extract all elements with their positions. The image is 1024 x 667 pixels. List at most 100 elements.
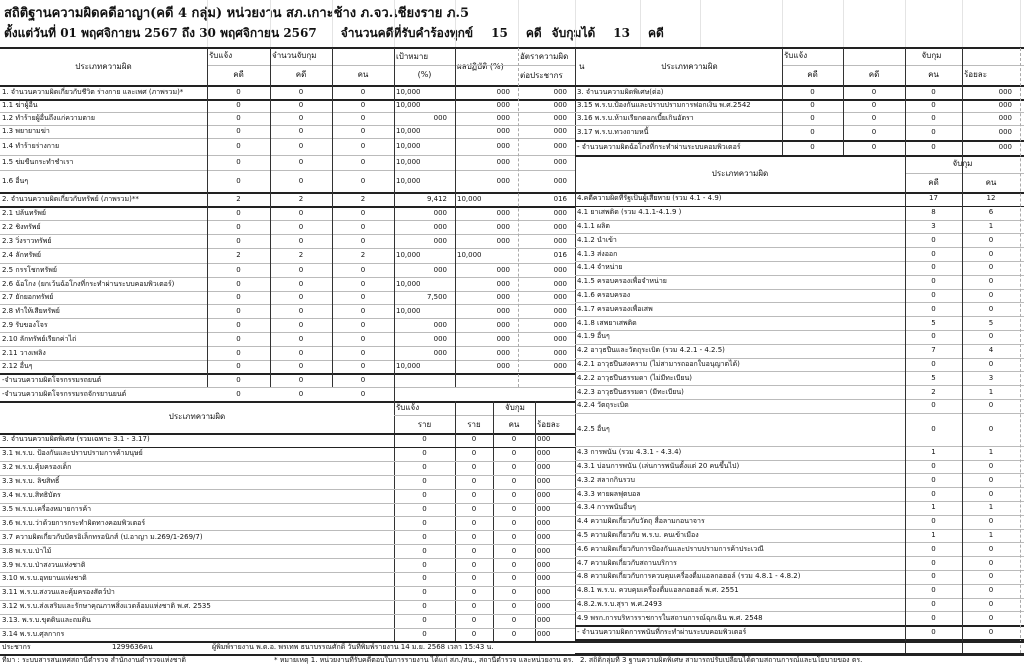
table-cell: 0 bbox=[810, 101, 815, 109]
column-divider bbox=[455, 401, 456, 641]
header-person: คน bbox=[357, 70, 369, 79]
row-divider bbox=[0, 112, 575, 113]
table-cell: 0 bbox=[931, 517, 936, 526]
table-cell: 1 bbox=[931, 530, 936, 539]
crime-type-label: 3.14 พ.ร.บ.ศุลกากร bbox=[2, 630, 65, 639]
table-cell: 1 bbox=[931, 503, 936, 512]
table-cell: 000 bbox=[537, 574, 551, 583]
table-cell: 000 bbox=[553, 279, 567, 288]
row-divider bbox=[0, 85, 575, 87]
crime-type-label: 3.10 พ.ร.บ.อุทยานแห่งชาติ bbox=[2, 574, 87, 583]
crime-type-label: 3.17 พ.ร.บ.ทวงถามหนี้ bbox=[577, 128, 649, 136]
header-crime-type-3: ประเภทความผิด bbox=[168, 412, 226, 421]
table-cell: 0 bbox=[236, 88, 241, 96]
row-divider bbox=[575, 528, 1024, 530]
row-divider bbox=[575, 233, 1024, 235]
table-cell: 000 bbox=[496, 88, 510, 96]
table-cell: 000 bbox=[496, 279, 510, 288]
table-cell: 0 bbox=[422, 491, 427, 500]
table-cell: 0 bbox=[422, 602, 427, 611]
table-cell: 0 bbox=[422, 532, 427, 541]
header-person-3: คน bbox=[508, 419, 520, 429]
row-divider bbox=[0, 544, 575, 546]
crime-type-label: 3.11 พ.ร.บ.สงวนและคุ้มครองสัตว์ป่า bbox=[2, 588, 115, 597]
table-cell: 10,000 bbox=[396, 362, 421, 370]
table-cell: 0 bbox=[422, 574, 427, 583]
table-cell: 0 bbox=[511, 477, 517, 486]
table-cell: 1 bbox=[988, 503, 994, 512]
table-cell: 0 bbox=[236, 362, 241, 370]
table-cell: 0 bbox=[360, 362, 366, 370]
grid-line bbox=[207, 0, 208, 48]
table-cell: 0 bbox=[511, 616, 517, 625]
crime-type-label: 3.3 พ.ร.บ. ลิขสิทธิ์ bbox=[2, 477, 60, 486]
row-divider bbox=[575, 611, 1024, 613]
row-divider bbox=[575, 625, 1024, 627]
crime-type-label: 4.3 การพนัน (รวม 4.3.1 - 4.3.4) bbox=[577, 448, 682, 457]
column-divider bbox=[905, 155, 906, 654]
table-cell: 0 bbox=[298, 279, 304, 288]
table-cell: 0 bbox=[360, 320, 366, 329]
table-cell: 0 bbox=[511, 449, 517, 458]
table-cell: 0 bbox=[298, 222, 304, 231]
row-divider bbox=[575, 205, 1024, 208]
table-cell: 000 bbox=[537, 518, 551, 527]
row-divider bbox=[0, 530, 575, 532]
table-cell: 2 bbox=[298, 194, 304, 203]
row-divider bbox=[394, 415, 575, 416]
received-label: จำนวนคดีที่รับคำร้องทุกข์ bbox=[340, 26, 474, 40]
row-divider bbox=[0, 360, 575, 361]
table-cell: 000 bbox=[998, 88, 1012, 96]
table-cell: 000 bbox=[553, 222, 567, 231]
table-cell bbox=[455, 387, 518, 401]
note-1: * หมายเหตุ 1. หน่วยงานที่รับคดีตอบในการร… bbox=[274, 656, 574, 664]
table-cell: 0 bbox=[471, 616, 477, 625]
table-cell: 4 bbox=[988, 346, 994, 355]
table-cell: 0 bbox=[931, 249, 936, 258]
crime-type-label: - จำนวนความผิดฉ้อโกงที่กระทำผ่านระบบคอมพ… bbox=[577, 143, 741, 151]
printed-by: ผู้พิมพ์รายงาน พ.ต.อ. พรเทพ ธนาบรรณศักดิ… bbox=[212, 643, 494, 651]
table-cell: 000 bbox=[496, 293, 510, 301]
crime-type-label: 4.คดีความผิดที่รัฐเป็นผู้เสียหาย (รวม 4.… bbox=[577, 194, 722, 203]
table-cell: 0 bbox=[871, 88, 877, 96]
row-divider bbox=[905, 173, 1024, 174]
table-cell: 000 bbox=[496, 265, 510, 274]
table-cell: 0 bbox=[360, 176, 366, 185]
table-cell bbox=[455, 373, 518, 387]
crime-type-label: 4.7 ความผิดเกี่ยวกับสถานบริการ bbox=[577, 558, 677, 567]
table-cell: 0 bbox=[422, 588, 427, 597]
table-cell: 000 bbox=[553, 265, 567, 274]
header-percent-3: ร้อยละ bbox=[537, 419, 560, 429]
row-divider bbox=[575, 473, 1024, 475]
crime-type-label: 4.1.7 ครอบครองเพื่อเสพ bbox=[577, 304, 653, 313]
table-cell: 0 bbox=[471, 477, 477, 486]
row-divider bbox=[0, 373, 575, 375]
crime-type-label: 4.6 ความผิดเกี่ยวกับการป้องกันและปราบปรา… bbox=[577, 544, 764, 553]
table-cell: 0 bbox=[511, 532, 517, 541]
table-cell: 000 bbox=[553, 348, 567, 357]
crime-type-label: 2.7 ยักยอกทรัพย์ bbox=[2, 293, 54, 301]
report-period-row: ตั้งแต่วันที่ 01 พฤศจิกายน 2567 ถึง 30 พ… bbox=[4, 24, 1020, 43]
row-divider bbox=[0, 47, 1024, 49]
row-divider bbox=[575, 155, 1024, 157]
table-cell: 0 bbox=[360, 101, 366, 109]
table-cell: 0 bbox=[360, 265, 366, 274]
table-cell: 0 bbox=[931, 290, 936, 299]
crime-type-label: 1.1 ฆ่าผู้อื่น bbox=[2, 101, 38, 109]
table-cell: 0 bbox=[236, 265, 241, 274]
table-cell: 10,000 bbox=[396, 158, 421, 166]
crime-type-label: 1.2 ทำร้ายผู้อื่นถึงแก่ความตาย bbox=[2, 114, 95, 122]
row-divider bbox=[575, 514, 1024, 516]
table-cell: 0 bbox=[360, 222, 366, 231]
table-cell: 0 bbox=[471, 560, 477, 569]
row-divider bbox=[0, 401, 575, 403]
table-cell: 000 bbox=[496, 142, 510, 150]
table-cell: 0 bbox=[471, 630, 477, 639]
table-cell: 0 bbox=[931, 128, 936, 136]
table-cell: 0 bbox=[988, 461, 994, 470]
table-cell: 0 bbox=[988, 249, 994, 258]
row-divider bbox=[0, 516, 575, 518]
header-arrest-3: จับกุม bbox=[505, 403, 525, 412]
table-cell: 1 bbox=[988, 530, 994, 539]
row-divider bbox=[0, 263, 575, 264]
